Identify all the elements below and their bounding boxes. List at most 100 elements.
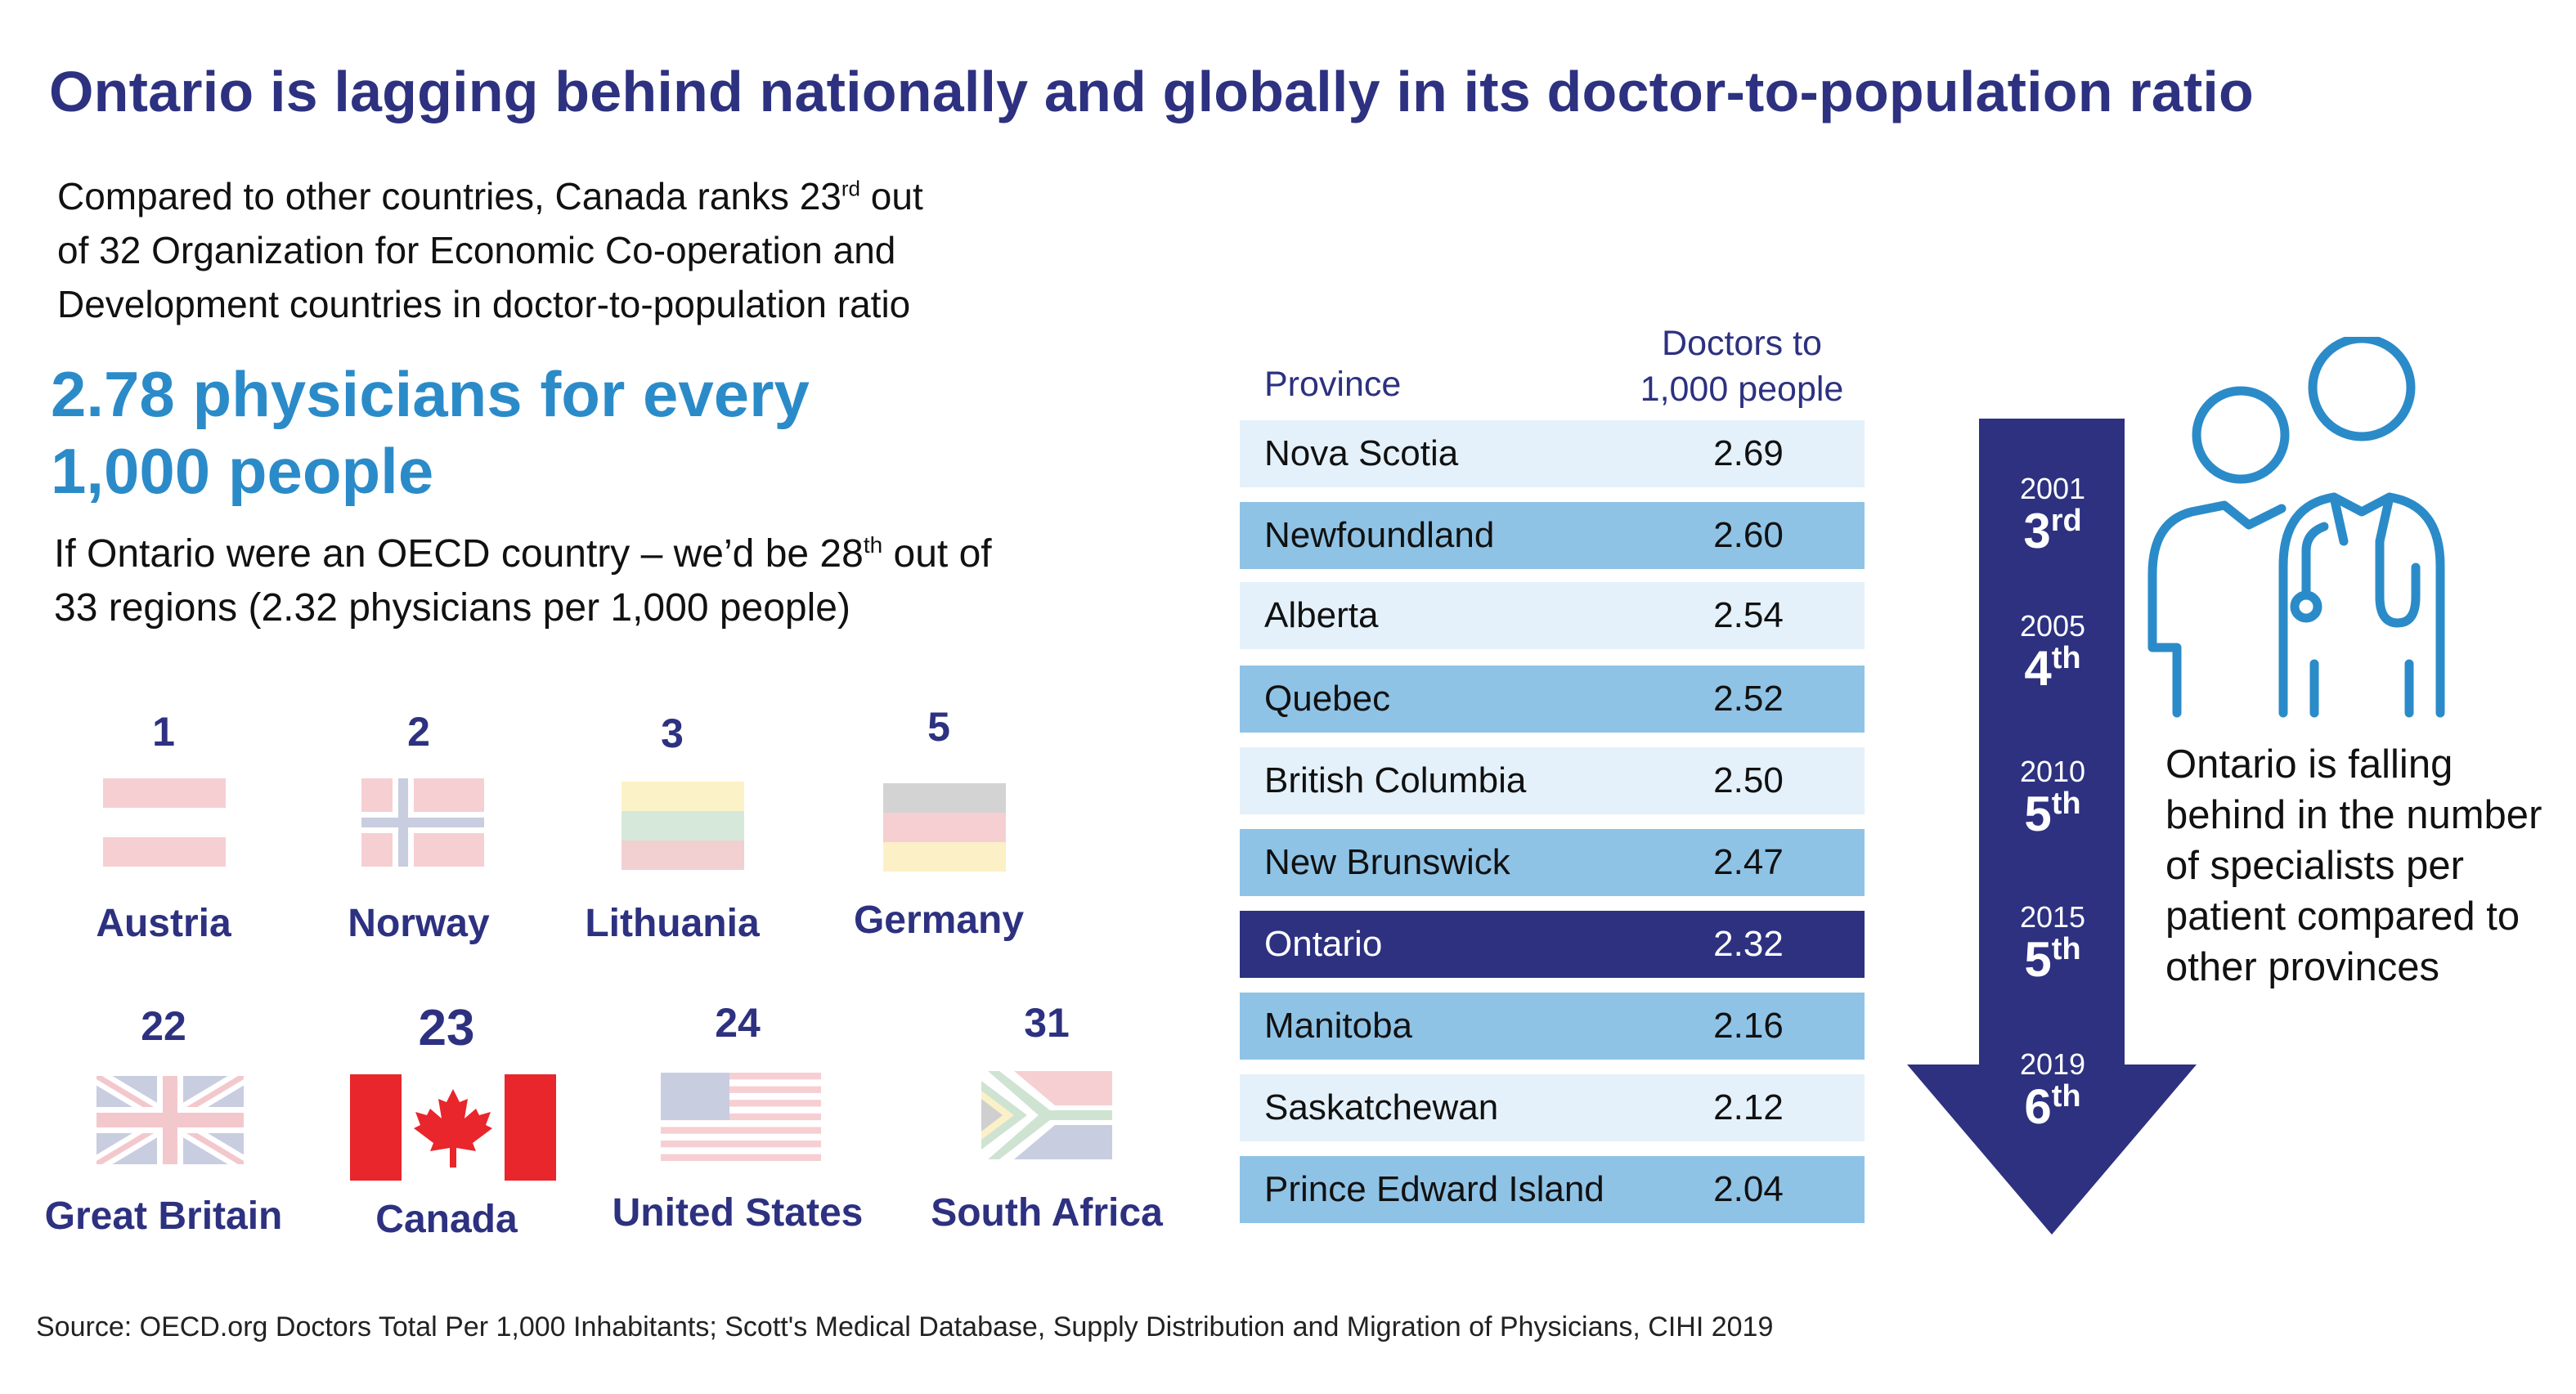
province-value: 2.16: [1713, 1006, 1784, 1046]
timeline-year: 2015: [2019, 900, 2086, 934]
rank-austria: 1: [152, 709, 175, 755]
country-united-states: United States: [612, 1191, 864, 1235]
country-norway: Norway: [348, 902, 490, 945]
timeline-year: 2010: [2019, 755, 2086, 788]
rank-south-africa: 31: [1024, 1000, 1070, 1046]
intro-line3: Development countries in doctor-to-popul…: [57, 283, 911, 325]
table-row-manitoba: Manitoba 2.16: [1240, 993, 1865, 1060]
ontario-oecd-tail: out of: [882, 532, 992, 576]
big-stat: 2.78 physicians for every 1,000 people: [51, 356, 950, 509]
table-row-newfoundland: Newfoundland 2.60: [1240, 502, 1865, 569]
intro-text: Compared to other countries, Canada rank…: [57, 169, 1145, 331]
timeline-year: 2001: [2019, 472, 2086, 505]
timeline-rank-suffix: th: [2051, 787, 2081, 821]
timeline-rank: 5th: [1979, 934, 2126, 986]
germany-flag-icon: [883, 783, 1006, 872]
timeline-rank: 5th: [1979, 788, 2126, 840]
timeline-rank-number: 4: [2024, 641, 2052, 696]
province-name: Nova Scotia: [1264, 433, 1459, 473]
ontario-oecd-line2: 33 regions (2.32 physicians per 1,000 pe…: [54, 586, 850, 630]
intro-line1-sup: rd: [841, 176, 861, 201]
doctor-and-patient-icon: [2147, 337, 2445, 718]
intro-line1-tail: out: [860, 175, 923, 217]
province-name: Manitoba: [1264, 1006, 1413, 1046]
timeline-year: 2005: [2019, 609, 2086, 643]
timeline-rank: 3rd: [1979, 505, 2126, 558]
province-name: British Columbia: [1264, 760, 1527, 800]
province-name: Quebec: [1264, 679, 1391, 719]
ontario-oecd-line1: If Ontario were an OECD country – we’d b…: [54, 532, 864, 576]
table-row-new-brunswick: New Brunswick 2.47: [1240, 829, 1865, 896]
province-value: 2.50: [1713, 760, 1784, 800]
province-name: New Brunswick: [1264, 842, 1510, 882]
province-value: 2.60: [1713, 515, 1784, 555]
province-value: 2.12: [1713, 1087, 1784, 1127]
rank-norway: 2: [407, 709, 430, 755]
rank-germany: 5: [927, 704, 950, 750]
province-name: Alberta: [1264, 595, 1379, 635]
table-header-ratio-line1: Doctors to: [1662, 324, 1822, 363]
timeline-rank: 4th: [1979, 643, 2126, 695]
table-header-province: Province: [1264, 365, 1402, 404]
rank-united-states: 24: [715, 1000, 761, 1046]
table-header-ratio-line2: 1,000 people: [1640, 370, 1844, 409]
lithuania-flag-icon: [622, 782, 744, 870]
south-africa-flag-icon: [981, 1071, 1112, 1159]
rank-great-britain: 22: [141, 1003, 186, 1049]
ontario-oecd-sup: th: [863, 532, 883, 558]
source-note: Source: OECD.org Doctors Total Per 1,000…: [36, 1311, 1774, 1342]
country-austria: Austria: [96, 902, 231, 945]
table-row-saskatchewan: Saskatchewan 2.12: [1240, 1074, 1865, 1141]
rank-lithuania: 3: [661, 710, 684, 756]
timeline-rank: 6th: [1979, 1081, 2126, 1133]
country-germany: Germany: [853, 899, 1025, 942]
specialists-note: Ontario is falling behind in the number …: [2165, 742, 2542, 989]
intro-line1: Compared to other countries, Canada rank…: [57, 175, 841, 217]
norway-flag-icon: [361, 778, 484, 867]
country-south-africa: South Africa: [931, 1191, 1163, 1235]
rank-canada: 23: [418, 1000, 475, 1056]
country-lithuania: Lithuania: [585, 902, 760, 945]
timeline-rank-number: 5: [2024, 787, 2052, 841]
timeline-rank-suffix: th: [2051, 641, 2081, 675]
province-name: Newfoundland: [1264, 515, 1495, 555]
timeline-rank-number: 3: [2023, 504, 2051, 558]
table-row-prince-edward-island: Prince Edward Island 2.04: [1240, 1156, 1865, 1223]
down-arrow-icon: [1907, 419, 2197, 1235]
table-row-quebec: Quebec 2.52: [1240, 666, 1865, 733]
province-name: Saskatchewan: [1264, 1087, 1499, 1127]
canada-flag-icon: [350, 1074, 556, 1181]
table-row-british-columbia: British Columbia 2.50: [1240, 747, 1865, 814]
table-row-nova-scotia: Nova Scotia 2.69: [1240, 420, 1865, 487]
timeline-item-2010: 2010 5th: [1979, 755, 2126, 840]
table-header-ratio: Doctors to 1,000 people: [1603, 320, 1881, 412]
timeline-item-2001: 2001 3rd: [1979, 473, 2126, 558]
great-britain-flag-icon: [96, 1076, 244, 1164]
table-row-alberta: Alberta 2.54: [1240, 582, 1865, 649]
province-value: 2.52: [1713, 679, 1784, 719]
ontario-oecd-text: If Ontario were an OECD country – we’d b…: [54, 527, 1183, 635]
united-states-flag-icon: [661, 1073, 821, 1161]
big-stat-line2: 1,000 people: [51, 435, 434, 507]
timeline-item-2019: 2019 6th: [1979, 1048, 2126, 1133]
timeline-rank-number: 6: [2024, 1079, 2052, 1134]
province-name: Prince Edward Island: [1264, 1169, 1604, 1209]
province-value: 2.32: [1713, 924, 1784, 964]
timeline-item-2015: 2015 5th: [1979, 901, 2126, 986]
timeline-rank-suffix: rd: [2050, 504, 2082, 538]
timeline-item-2005: 2005 4th: [1979, 610, 2126, 695]
big-stat-line1: 2.78 physicians for every: [51, 358, 810, 430]
table-row-ontario: Ontario 2.32: [1240, 911, 1865, 978]
timeline-rank-number: 5: [2024, 932, 2052, 987]
country-great-britain: Great Britain: [44, 1195, 283, 1238]
timeline-rank-suffix: th: [2051, 1079, 2081, 1114]
intro-line2: of 32 Organization for Economic Co-opera…: [57, 229, 896, 271]
province-value: 2.04: [1713, 1169, 1784, 1209]
timeline-year: 2019: [2019, 1047, 2086, 1081]
province-value: 2.47: [1713, 842, 1784, 882]
province-name: Ontario: [1264, 924, 1383, 964]
timeline-rank-suffix: th: [2051, 932, 2081, 966]
province-value: 2.69: [1713, 433, 1784, 473]
page-title: Ontario is lagging behind nationally and…: [49, 60, 2255, 123]
country-canada: Canada: [375, 1198, 518, 1241]
